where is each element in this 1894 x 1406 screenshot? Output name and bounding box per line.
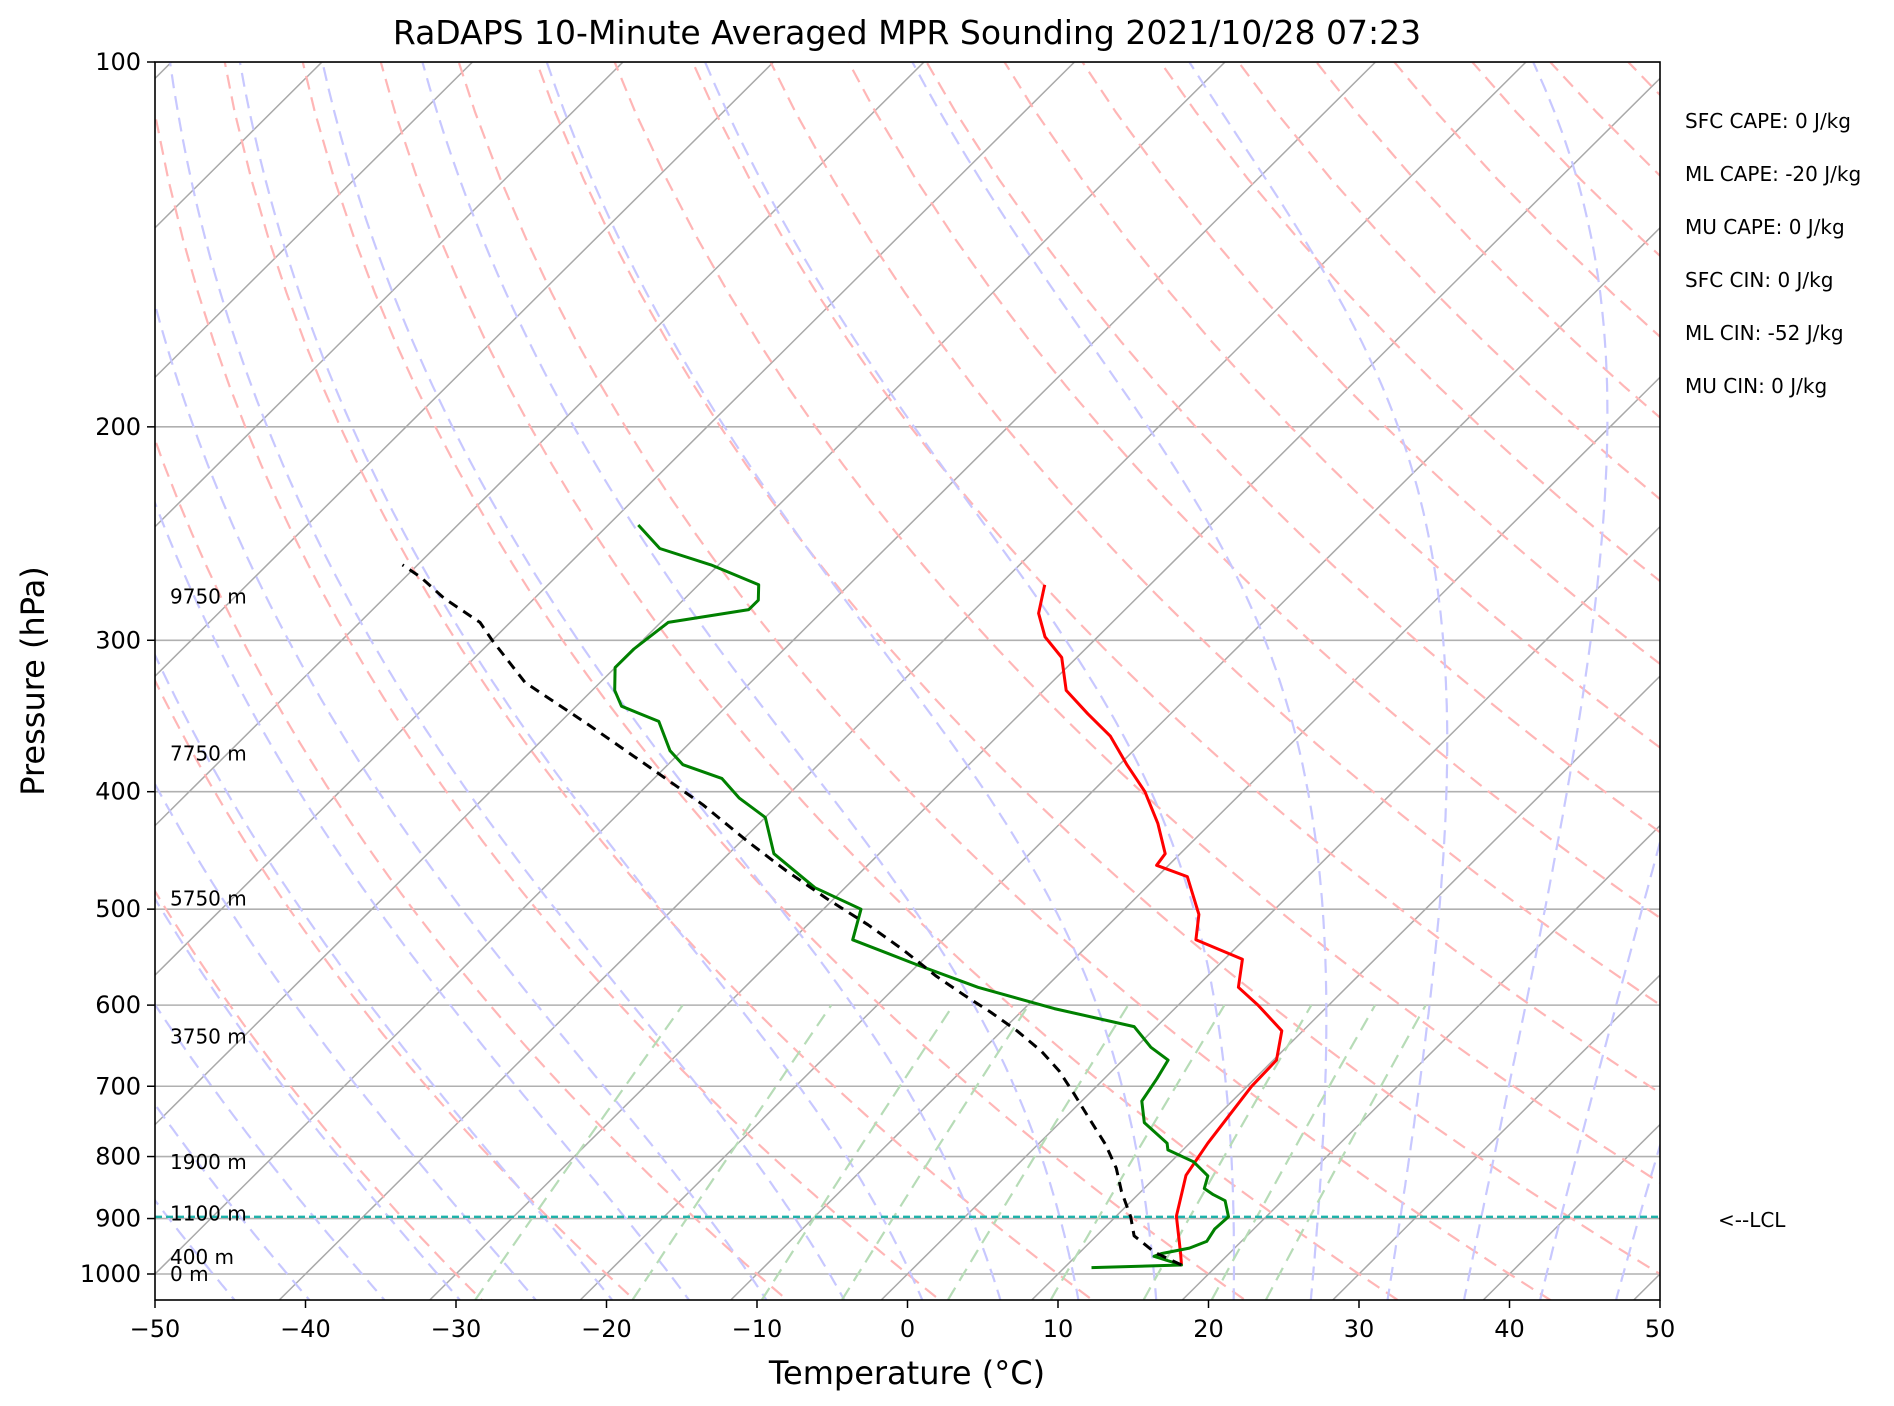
chart-title: RaDAPS 10-Minute Averaged MPR Sounding 2… <box>393 13 1421 52</box>
isotherm-line <box>579 226 1660 1300</box>
height-label: 7750 m <box>170 741 247 765</box>
moist-adiabat <box>911 62 1328 1300</box>
y-tick-label: 200 <box>95 413 141 441</box>
moist-adiabat <box>238 62 924 1300</box>
stat-label: SFC CIN: 0 J/kg <box>1685 268 1833 292</box>
height-label: 9750 m <box>170 584 247 608</box>
moist-adiabat <box>703 62 1236 1300</box>
moist-adiabat <box>321 62 1002 1300</box>
x-tick-label: −40 <box>280 1315 331 1343</box>
x-tick-label: −20 <box>581 1315 632 1343</box>
isotherm-line <box>1331 974 1660 1300</box>
mixing-ratio-line <box>474 1004 684 1300</box>
y-tick-label: 1000 <box>80 1260 141 1288</box>
isotherm-line <box>155 62 925 827</box>
y-tick-label: 700 <box>95 1072 141 1100</box>
mixing-ratio-line <box>841 1004 1030 1300</box>
isotherm-line <box>880 525 1660 1300</box>
dry-adiabat <box>379 62 1400 1300</box>
isotherm-line <box>278 62 1527 1300</box>
plot-area <box>155 62 1660 1300</box>
stat-label: MU CAPE: 0 J/kg <box>1685 215 1845 239</box>
x-tick-label: −50 <box>130 1315 181 1343</box>
x-tick-label: 40 <box>1494 1315 1525 1343</box>
moist-adiabat <box>155 781 538 1300</box>
x-tick-label: −30 <box>431 1315 482 1343</box>
isotherm-line <box>155 62 1226 1126</box>
x-tick-label: 30 <box>1344 1315 1375 1343</box>
isotherm-line <box>428 77 1660 1300</box>
moist-adiabat <box>1614 1141 1660 1300</box>
dry-adiabat <box>155 436 789 1300</box>
moist-adiabat <box>421 62 1080 1300</box>
stat-label: ML CAPE: -20 J/kg <box>1685 162 1861 186</box>
isotherm-line <box>155 62 775 678</box>
isotherm-line <box>729 376 1660 1300</box>
isotherm-line <box>155 62 1076 977</box>
moist-adiabat <box>1538 837 1660 1300</box>
mixing-ratio-line <box>1210 1004 1377 1300</box>
mixing-ratio-line <box>1049 1004 1226 1300</box>
height-label: 1900 m <box>170 1150 247 1174</box>
dry-adiabat <box>155 107 942 1300</box>
dry-adiabat <box>301 62 1247 1300</box>
y-tick-label: 600 <box>95 991 141 1019</box>
moist-adiabat <box>155 896 462 1300</box>
stat-label: SFC CAPE: 0 J/kg <box>1685 109 1851 133</box>
mixing-ratio-line <box>1265 1004 1427 1300</box>
isotherm-line <box>1482 1123 1660 1300</box>
x-tick-label: 20 <box>1193 1315 1224 1343</box>
y-axis-label: Pressure (hPa) <box>14 566 52 796</box>
sounding-series-3 <box>401 563 1183 1267</box>
height-label: 3750 m <box>170 1025 247 1049</box>
isotherm-line <box>155 62 1377 1276</box>
sounding-series-1 <box>1037 584 1284 1266</box>
y-tick-label: 500 <box>95 895 141 923</box>
y-tick-label: 400 <box>95 778 141 806</box>
moist-adiabat <box>155 1198 236 1300</box>
height-label: 1100 m <box>170 1201 247 1225</box>
x-axis-label: Temperature (°C) <box>768 1354 1045 1392</box>
dry-adiabat <box>223 62 1095 1300</box>
moist-adiabat <box>155 300 768 1300</box>
dry-adiabat <box>155 889 484 1300</box>
dry-adiabat <box>613 62 1660 1185</box>
dry-adiabat <box>691 62 1660 1095</box>
x-tick-label: 10 <box>1043 1315 1074 1343</box>
moist-adiabat <box>168 62 846 1300</box>
y-tick-label: 100 <box>95 48 141 76</box>
y-tick-label: 900 <box>95 1205 141 1233</box>
axes: −50 −40 −30 −20 −10 0 10 20 30 40 50 100 200 300 400 50… <box>80 48 1861 1343</box>
stat-label: MU CIN: 0 J/kg <box>1685 374 1827 398</box>
mixing-ratio-line <box>947 1004 1130 1300</box>
height-label: 0 m <box>170 1262 209 1286</box>
height-label: 5750 m <box>170 887 247 911</box>
moist-adiabat <box>155 499 691 1300</box>
moist-adiabat <box>155 1102 311 1300</box>
y-tick-label: 800 <box>95 1143 141 1171</box>
y-tick-label: 300 <box>95 626 141 654</box>
moist-adiabat <box>1188 62 1449 1300</box>
mixing-ratio-line <box>631 1004 833 1300</box>
lcl-label: <--LCL <box>1718 1208 1786 1232</box>
x-tick-label: 50 <box>1645 1315 1676 1343</box>
mixing-ratio-line <box>760 1004 955 1300</box>
moist-adiabat <box>1462 62 1609 1300</box>
x-tick-label: −10 <box>732 1315 783 1343</box>
height-label: 400 m <box>170 1245 234 1269</box>
stat-label: ML CIN: -52 J/kg <box>1685 321 1844 345</box>
sounding-series-2 <box>613 523 1230 1270</box>
dry-adiabat <box>155 678 637 1300</box>
x-tick-label: 0 <box>900 1315 915 1343</box>
moist-adiabat <box>155 652 614 1300</box>
isotherm-line <box>1030 675 1660 1300</box>
